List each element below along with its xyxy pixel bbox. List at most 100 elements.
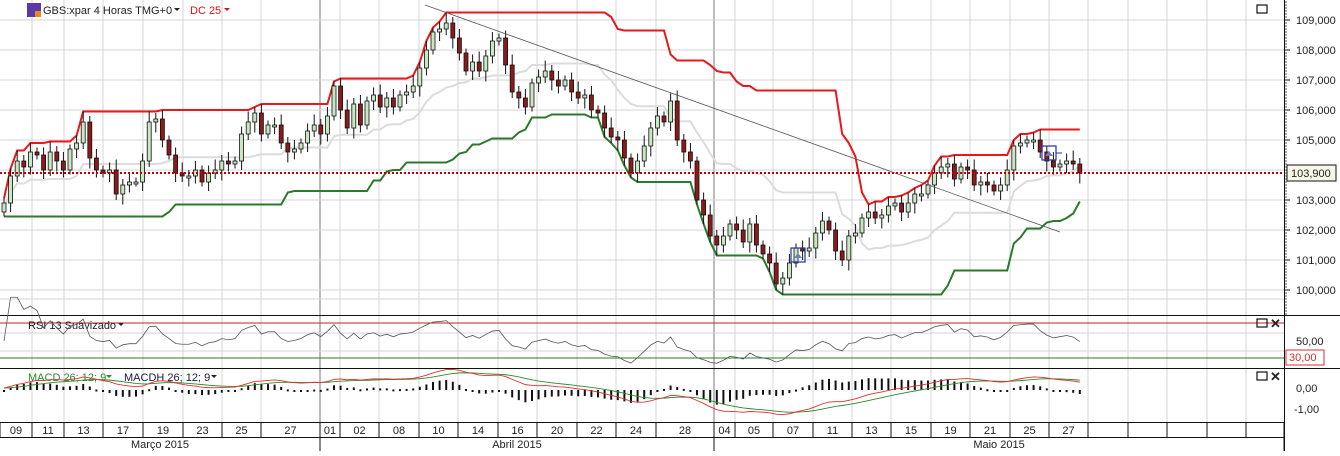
date-axis[interactable]: 09 11 13 17 19 23 25 27 01 02 08 10 14 16 20 22 24 28 04 05…: [0, 422, 1285, 451]
month-label[interactable]: Março 2015: [131, 439, 189, 451]
maximize-icon[interactable]: [1256, 318, 1268, 328]
alert-marker[interactable]: [790, 247, 806, 263]
date-label[interactable]: 11: [42, 425, 53, 437]
month-label[interactable]: Abril 2015: [492, 439, 542, 451]
close-icon[interactable]: ✕: [1270, 316, 1281, 331]
candle: [456, 29, 462, 61]
macd-histogram-bar: [214, 390, 217, 395]
date-label[interactable]: 13: [77, 425, 89, 437]
maximize-icon[interactable]: [1256, 4, 1268, 14]
chevron-down-icon[interactable]: [211, 375, 217, 378]
date-label[interactable]: 15: [905, 425, 917, 437]
candle-body-up: [806, 247, 812, 252]
date-label[interactable]: 08: [393, 425, 405, 437]
month-label[interactable]: Maio 2015: [973, 439, 1024, 451]
price-label: 101,000: [1296, 255, 1336, 267]
date-label[interactable]: 25: [1023, 425, 1035, 437]
date-label[interactable]: 19: [157, 425, 169, 437]
chevron-down-icon[interactable]: [118, 323, 124, 326]
chevron-down-icon[interactable]: [174, 8, 180, 11]
date-label[interactable]: 07: [787, 425, 799, 437]
date-label[interactable]: 02: [353, 425, 365, 437]
chevron-down-icon[interactable]: [224, 8, 230, 11]
candle-body-down: [688, 151, 693, 162]
candle: [305, 123, 311, 152]
candle-body-up: [67, 148, 73, 171]
date-label[interactable]: 24: [630, 425, 642, 437]
candle-body-up: [879, 214, 885, 219]
date-label[interactable]: 10: [432, 425, 444, 437]
date-label[interactable]: 13: [865, 425, 877, 437]
date-label[interactable]: 23: [196, 425, 208, 437]
candle-body-down: [608, 127, 614, 138]
macd-histogram-bar: [1078, 390, 1081, 395]
indicator-label[interactable]: DC 25: [190, 5, 221, 17]
macd-title[interactable]: MACD 26; 12; 9: [28, 372, 106, 384]
date-label[interactable]: 16: [511, 425, 523, 437]
candle-body-up: [998, 184, 1003, 192]
symbol-header[interactable]: GBS:xpar 4 Horas TMG+0: [27, 3, 180, 17]
candle: [641, 135, 647, 167]
date-label[interactable]: 09: [10, 425, 22, 437]
macd-histogram-bar: [141, 390, 144, 395]
macd-histogram-bar: [517, 390, 520, 401]
date-label[interactable]: 01: [324, 425, 336, 437]
macd-histogram-bar: [1032, 385, 1035, 390]
macd-histogram-bar: [207, 390, 210, 395]
macd-histogram-bar: [194, 390, 197, 395]
candle-body-up: [47, 151, 53, 171]
date-label[interactable]: 11: [827, 425, 838, 437]
date-label[interactable]: 27: [1062, 425, 1074, 437]
macd-histogram-bar: [907, 380, 910, 390]
macd-histogram-bar: [933, 379, 936, 390]
date-label[interactable]: 28: [679, 425, 691, 437]
candle: [423, 41, 429, 76]
macd-histogram-bar: [95, 389, 98, 392]
symbol-label[interactable]: GBS:xpar 4 Horas TMG+0: [43, 5, 172, 17]
date-label[interactable]: 20: [551, 425, 563, 437]
price-label: 109,000: [1296, 15, 1336, 27]
candle-body-up: [866, 211, 871, 219]
rsi-panel: RSI 13 Suavizado ✕: [0, 296, 1284, 364]
price-axis[interactable]: 109,000 108,000 107,000 106,000 105,000 103,0…: [1284, 1, 1336, 315]
macd-histogram-bar: [524, 390, 527, 403]
indicator-header[interactable]: DC 25: [190, 5, 230, 17]
candle: [681, 134, 687, 163]
date-label[interactable]: 14: [472, 425, 484, 437]
date-label[interactable]: 19: [944, 425, 956, 437]
candle-body-up: [311, 124, 317, 132]
candle: [985, 173, 990, 193]
macd-histogram-bar: [385, 388, 388, 391]
macd-histogram-bar: [55, 384, 58, 390]
candle-body-up: [542, 70, 548, 78]
date-label[interactable]: 25: [235, 425, 247, 437]
candle-body-up: [437, 28, 443, 33]
macd-histogram-bar: [973, 385, 976, 390]
macd-histogram-bar: [366, 388, 368, 391]
candle-body-down: [463, 52, 469, 72]
candle: [390, 89, 396, 115]
maximize-icon[interactable]: [1256, 371, 1268, 381]
close-icon[interactable]: ✕: [1270, 369, 1281, 384]
trendline[interactable]: [424, 4, 1061, 233]
macd-histogram-bar: [306, 390, 309, 392]
date-label[interactable]: 21: [984, 425, 996, 437]
date-label[interactable]: 27: [284, 425, 296, 437]
candle-body-up: [820, 220, 825, 234]
candle-body-up: [8, 175, 14, 204]
macd-histogram-bar: [29, 382, 32, 390]
macd-histogram-bar: [623, 390, 626, 402]
macd-histogram-bar: [577, 390, 580, 397]
macd-histogram-bar: [682, 388, 685, 391]
date-label[interactable]: 22: [590, 425, 602, 437]
date-label[interactable]: 05: [748, 425, 760, 437]
macdh-title[interactable]: MACDH 26; 12; 9: [124, 372, 210, 384]
date-label[interactable]: 04: [718, 425, 730, 437]
alert-marker[interactable]: [1041, 145, 1062, 161]
date-label[interactable]: 17: [117, 425, 129, 437]
macd-histogram-bar: [471, 390, 474, 392]
candle-body-down: [179, 172, 185, 177]
chevron-down-icon[interactable]: [106, 375, 112, 378]
